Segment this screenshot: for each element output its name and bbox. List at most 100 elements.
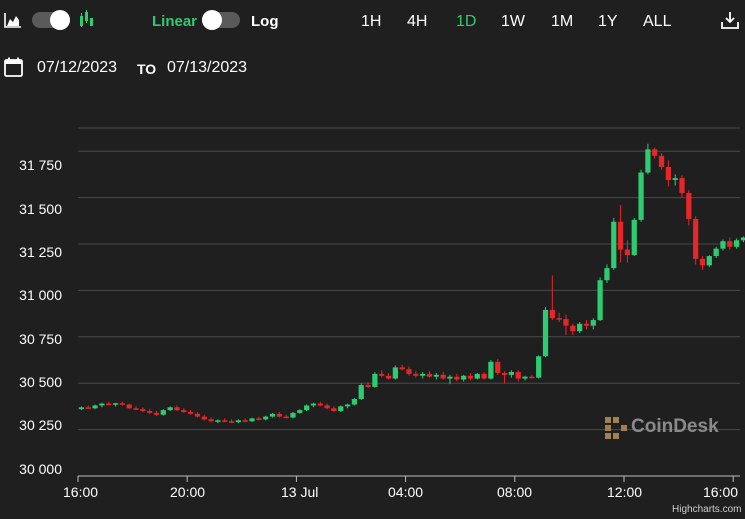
candle-body: [174, 407, 180, 411]
candle-body: [542, 309, 549, 357]
x-tick-label: 08:00: [497, 484, 533, 500]
candle-body: [406, 369, 412, 374]
candle-body: [624, 249, 631, 256]
calendar-button[interactable]: [4, 57, 23, 77]
candle-body: [385, 375, 392, 379]
candle-body: [194, 413, 201, 417]
candle-body: [420, 373, 426, 376]
y-tick-label: 31 500: [19, 201, 62, 217]
highcharts-credit-link[interactable]: Highcharts.com: [672, 504, 742, 515]
linear-scale-button[interactable]: Linear: [152, 13, 198, 30]
candle-body: [740, 237, 745, 241]
candle-body: [167, 407, 173, 411]
candle-body: [99, 403, 105, 406]
candle-body: [290, 412, 296, 418]
range-all-button[interactable]: ALL: [643, 13, 672, 30]
candle-body: [617, 221, 624, 250]
candle-body: [283, 416, 289, 419]
candlestick-button[interactable]: [79, 10, 93, 28]
range-1h-button[interactable]: 1H: [361, 13, 382, 30]
candle-body: [133, 408, 139, 410]
watermark-text: CoinDesk: [631, 416, 719, 437]
candle-body: [631, 219, 637, 256]
candle-body: [331, 408, 337, 412]
x-tick-label: 20:00: [170, 484, 206, 500]
x-tick-label: 04:00: [388, 484, 424, 500]
candle-body: [652, 149, 658, 156]
range-1m-button[interactable]: 1M: [551, 13, 574, 30]
candle-body: [583, 323, 590, 326]
y-tick-label: 31 000: [19, 287, 62, 303]
x-tick-label: 12:00: [607, 484, 643, 500]
candle-body: [92, 405, 98, 409]
candle-body: [399, 367, 405, 370]
log-scale-button[interactable]: Log: [251, 13, 279, 30]
candle-body: [222, 420, 228, 422]
candle-body: [611, 221, 617, 269]
candle-body: [563, 319, 569, 326]
candle-body: [85, 407, 91, 409]
area-chart-button[interactable]: [4, 12, 22, 28]
candle-body: [461, 375, 467, 380]
scale-toggle-knob: [202, 10, 222, 30]
candle-body: [495, 361, 501, 373]
candle-body: [413, 373, 419, 376]
candle-body: [351, 398, 358, 405]
candle-body: [658, 155, 665, 167]
to-label: TO: [137, 61, 157, 77]
candle-body: [188, 411, 194, 414]
candle-body: [242, 420, 248, 422]
y-tick-label: 30 750: [19, 331, 62, 347]
candle-body: [699, 258, 706, 266]
candle-body: [577, 323, 583, 332]
candle-body: [481, 373, 487, 379]
range-1y-button[interactable]: 1Y: [598, 13, 618, 30]
candle-body: [549, 309, 555, 319]
candle-body: [304, 405, 310, 411]
candle-body: [508, 372, 514, 375]
candle-body: [208, 419, 214, 422]
candle-body: [324, 405, 330, 409]
candle-body: [440, 374, 446, 379]
candle-body: [365, 385, 371, 387]
coindesk-logo-icon: [605, 417, 627, 439]
candle-body: [119, 403, 125, 405]
candle-body: [570, 325, 576, 332]
candle-body: [665, 166, 671, 180]
candle-body: [181, 410, 187, 412]
y-tick-label: 31 750: [19, 157, 62, 173]
candle-body: [454, 376, 460, 380]
candle-body: [529, 376, 535, 379]
candle-body: [522, 376, 528, 379]
candle-body: [645, 149, 651, 173]
candle-body: [249, 418, 255, 422]
range-1d-button[interactable]: 1D: [456, 13, 477, 30]
candle-body: [686, 192, 692, 219]
download-button[interactable]: [721, 11, 739, 29]
candle-body: [679, 178, 685, 193]
to-date-input[interactable]: 07/13/2023: [167, 59, 248, 76]
candle-body: [228, 421, 235, 423]
candle-body: [344, 404, 351, 407]
x-tick-label: 16:00: [703, 484, 739, 500]
candle-body: [501, 372, 508, 375]
chart-type-toggle[interactable]: [32, 10, 70, 30]
range-4h-button[interactable]: 4H: [407, 13, 428, 30]
from-date-input[interactable]: 07/12/2023: [37, 59, 118, 76]
candle-body: [720, 241, 726, 249]
candle-body: [310, 403, 317, 406]
candle-body: [693, 218, 699, 259]
candle-body: [112, 403, 119, 405]
chart-type-toggle-knob: [50, 10, 70, 30]
y-tick-label: 30 000: [19, 461, 62, 477]
candle-body: [372, 373, 378, 387]
candle-body: [488, 361, 494, 379]
candle-body: [297, 410, 303, 413]
calendar-icon: [4, 57, 23, 77]
candle-body: [338, 406, 344, 412]
scale-toggle[interactable]: [202, 10, 240, 30]
range-1w-button[interactable]: 1W: [501, 13, 525, 30]
y-tick-label: 30 250: [19, 417, 62, 433]
candlestick-icon: [80, 10, 93, 27]
